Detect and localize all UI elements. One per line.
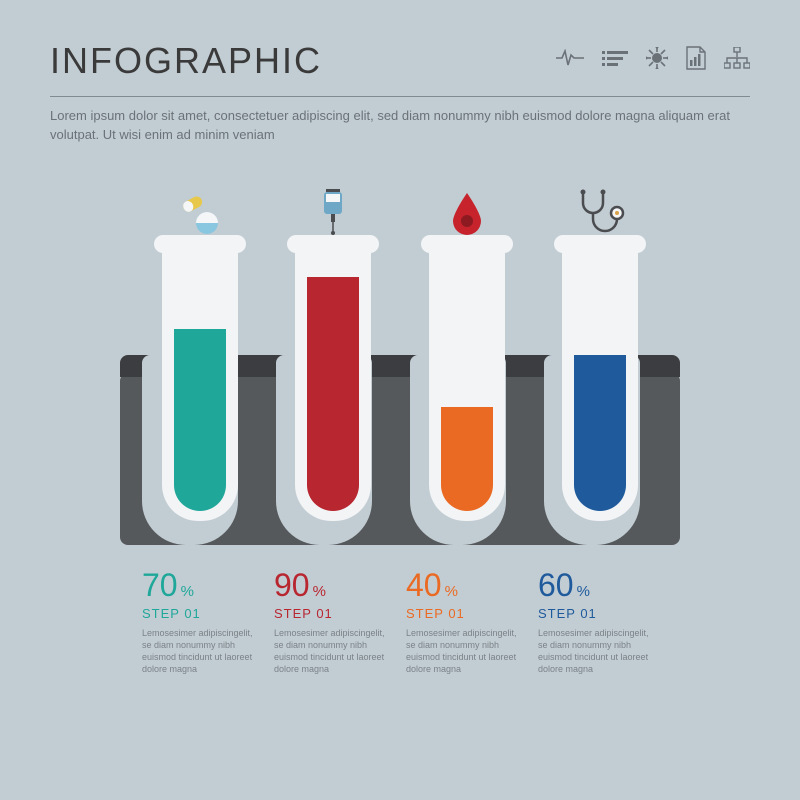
pulse-icon — [556, 49, 584, 67]
stat-body: Lemosesimer adipiscingelit, se diam nonu… — [538, 627, 658, 676]
stat-step: STEP 01 — [406, 606, 526, 621]
stats-row: 70 % STEP 01 Lemosesimer adipiscingelit,… — [120, 567, 680, 676]
stat-body: Lemosesimer adipiscingelit, se diam nonu… — [274, 627, 394, 676]
infographic-page: INFOGRAPHIC — [0, 0, 800, 800]
virus-icon — [646, 47, 668, 69]
header: INFOGRAPHIC — [50, 40, 750, 82]
stat-number: 90 — [274, 567, 310, 604]
stat-block: 70 % STEP 01 Lemosesimer adipiscingelit,… — [142, 567, 262, 676]
stat-body: Lemosesimer adipiscingelit, se diam nonu… — [142, 627, 262, 676]
page-title: INFOGRAPHIC — [50, 40, 322, 82]
blood-drop-icon — [450, 185, 484, 235]
tube-column — [283, 185, 383, 521]
stat-block: 60 % STEP 01 Lemosesimer adipiscingelit,… — [538, 567, 658, 676]
stat-number: 60 — [538, 567, 574, 604]
stat-unit: % — [181, 583, 194, 600]
stat-unit: % — [313, 583, 326, 600]
tube-fill — [574, 355, 626, 511]
tube-column — [417, 185, 517, 521]
stat-value: 40 % — [406, 567, 526, 604]
stat-value: 70 % — [142, 567, 262, 604]
test-tube-chart — [120, 185, 680, 545]
test-tube — [162, 241, 238, 521]
stat-body: Lemosesimer adipiscingelit, se diam nonu… — [406, 627, 526, 676]
stat-step: STEP 01 — [142, 606, 262, 621]
stat-unit: % — [577, 583, 590, 600]
test-tube — [295, 241, 371, 521]
stat-unit: % — [445, 583, 458, 600]
bars-icon — [602, 49, 628, 67]
header-divider — [50, 96, 750, 97]
stat-number: 70 — [142, 567, 178, 604]
stat-block: 40 % STEP 01 Lemosesimer adipiscingelit,… — [406, 567, 526, 676]
org-chart-icon — [724, 47, 750, 69]
pills-icon — [177, 185, 223, 235]
chart-doc-icon — [686, 46, 706, 70]
stat-step: STEP 01 — [274, 606, 394, 621]
iv-drip-icon — [318, 185, 348, 235]
tube-fill — [441, 407, 493, 511]
stethoscope-icon — [575, 185, 625, 235]
stat-number: 40 — [406, 567, 442, 604]
tubes-row — [120, 185, 680, 521]
test-tube — [562, 241, 638, 521]
test-tube — [429, 241, 505, 521]
tube-fill — [307, 277, 359, 511]
stat-block: 90 % STEP 01 Lemosesimer adipiscingelit,… — [274, 567, 394, 676]
header-icon-row — [556, 46, 750, 70]
tube-column — [550, 185, 650, 521]
stat-value: 60 % — [538, 567, 658, 604]
intro-text: Lorem ipsum dolor sit amet, consectetuer… — [50, 107, 750, 145]
stat-step: STEP 01 — [538, 606, 658, 621]
tube-fill — [174, 329, 226, 511]
tube-column — [150, 185, 250, 521]
stat-value: 90 % — [274, 567, 394, 604]
